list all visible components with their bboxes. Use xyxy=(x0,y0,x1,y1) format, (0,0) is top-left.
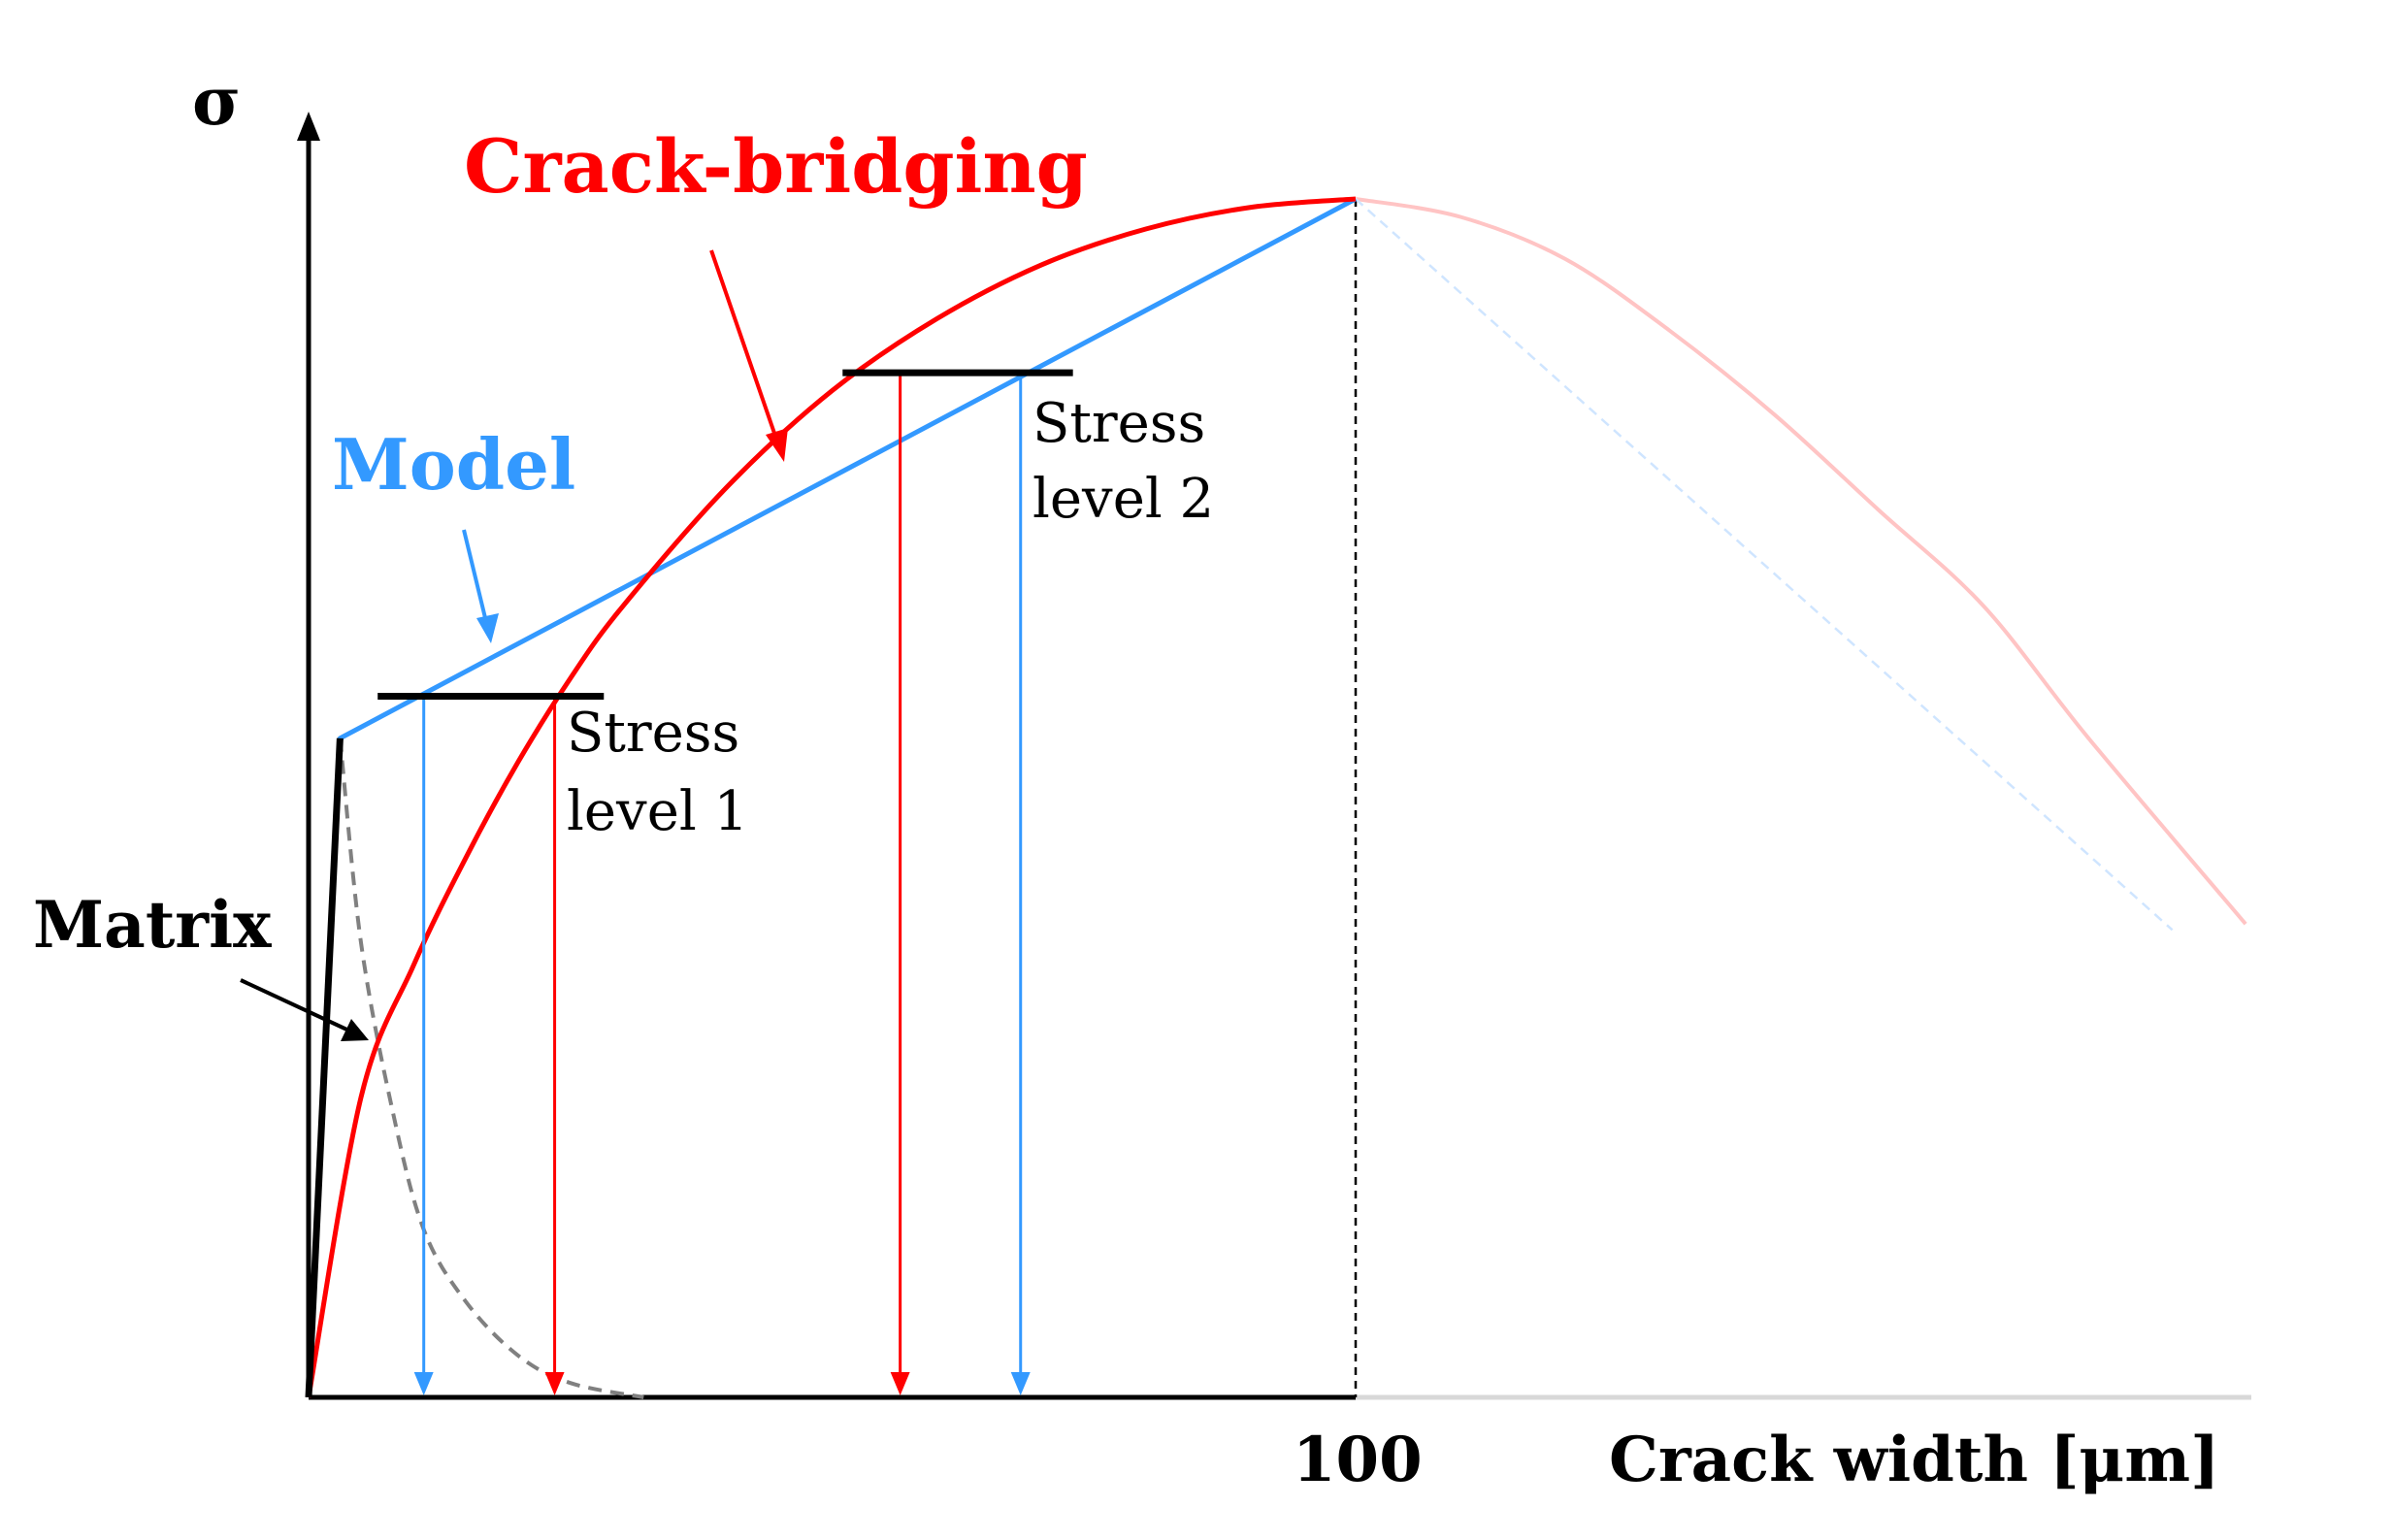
crack-bridging-curve xyxy=(306,196,1357,1398)
stress-level-1-label-line1: Stress xyxy=(567,702,739,765)
stress-level-2-model-arrowhead xyxy=(1010,1372,1031,1395)
stress-level-2-bridging-arrowhead xyxy=(890,1372,910,1395)
model-callout-arrow xyxy=(462,529,489,627)
x-tick-label-100: 100 xyxy=(1293,1424,1423,1496)
matrix-callout-arrow xyxy=(240,978,354,1034)
marks-layer xyxy=(377,369,1073,1395)
crack-bridging-callout-arrow xyxy=(709,249,780,445)
x-axis-label: Crack width [μm] xyxy=(1609,1424,2219,1496)
model-callout-arrowhead xyxy=(476,613,499,643)
stress-level-1-label-line2: level 1 xyxy=(567,780,748,843)
stress-level-1-bridging-arrowhead xyxy=(544,1372,565,1395)
y-axis-label: σ xyxy=(192,63,241,141)
stress-level-2-label-line1: Stress xyxy=(1033,392,1205,455)
crack-bridging-curve-faded xyxy=(1355,197,2247,926)
stress-level-1-model-arrowhead xyxy=(413,1372,434,1395)
model-line xyxy=(306,196,1358,1398)
matrix-callout-arrowhead xyxy=(341,1019,369,1041)
model-line-faded xyxy=(1355,198,2174,932)
matrix-line xyxy=(305,737,344,1398)
axes xyxy=(297,112,2251,1400)
matrix-label: Matrix xyxy=(33,887,272,963)
stress-level-2-label-line2: level 2 xyxy=(1033,468,1214,531)
series-layer xyxy=(305,196,2247,1399)
model-label: Model xyxy=(332,423,575,506)
y-axis-arrowhead xyxy=(297,112,320,141)
crack-bridging-callout-arrowhead xyxy=(766,428,788,462)
crack-bridging-label: Crack-bridging xyxy=(464,123,1088,210)
